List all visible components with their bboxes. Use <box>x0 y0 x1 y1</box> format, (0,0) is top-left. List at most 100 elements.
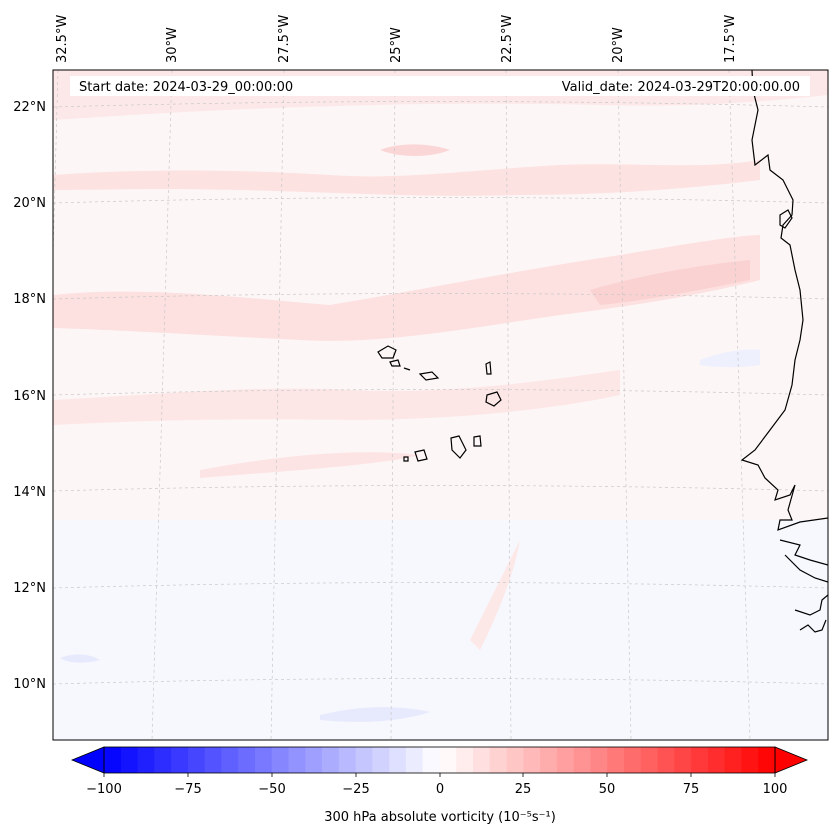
lon-label-32-5w: 32.5°W <box>55 15 70 63</box>
colorbar-segment <box>372 747 390 773</box>
negative-patch-west <box>60 654 100 663</box>
colorbar-title: 300 hPa absolute vorticity (10⁻⁵s⁻¹) <box>324 810 556 825</box>
parallel-14n <box>53 485 828 492</box>
colorbar-segment <box>439 747 457 773</box>
meridian-25w <box>390 70 396 740</box>
island-santa-luzia <box>403 367 411 371</box>
colorbar-segment <box>104 747 122 773</box>
colorbar-segment <box>322 747 340 773</box>
lon-label-17-5w: 17.5°W <box>723 15 738 63</box>
colorbar-segment <box>137 747 155 773</box>
colorbar-segment <box>456 747 474 773</box>
parallel-12n <box>53 582 828 589</box>
positive-band-18n <box>53 235 760 341</box>
map-frame <box>52 69 829 741</box>
colorbar-segment <box>288 747 306 773</box>
colorbar-segment <box>221 747 239 773</box>
positive-band-20n <box>53 160 760 196</box>
lon-label-22-5w: 22.5°W <box>500 15 515 63</box>
graticule <box>53 70 828 740</box>
colorbar-segment <box>674 747 692 773</box>
cb-label-75: 75 <box>683 782 700 797</box>
colorbar-tick-labels: −100 −75 −50 −25 0 25 50 75 100 <box>86 782 787 797</box>
colorbar-segment <box>573 747 591 773</box>
positive-streak-11n <box>470 540 520 650</box>
island-sao-vicente <box>389 359 401 367</box>
positive-core-21n <box>380 144 450 156</box>
lat-label-12n: 12°N <box>13 581 46 596</box>
meridian-27-5w <box>270 70 285 740</box>
island-sal <box>485 361 492 375</box>
colorbar-segment <box>271 747 290 773</box>
parallel-22n <box>53 101 828 108</box>
colorbar-segment <box>540 747 558 773</box>
longitude-labels: 32.5°W 30°W 27.5°W 25°W 22.5°W 20°W 17.5… <box>55 15 738 63</box>
colorbar-segment <box>590 747 608 773</box>
coastlines <box>377 70 828 633</box>
colorbar-min-extend-arrow <box>70 746 105 774</box>
negative-region-south <box>53 520 828 740</box>
colorbar-segment <box>187 747 206 773</box>
colorbar-segment <box>707 747 726 773</box>
island-sao-nicolau <box>418 371 440 381</box>
cb-label-minus75: −75 <box>174 782 201 797</box>
meridian-20w <box>617 70 632 740</box>
colorbar-segment <box>741 747 759 773</box>
lat-label-16n: 16°N <box>13 389 46 404</box>
cb-label-minus50: −50 <box>258 782 285 797</box>
colorbar-segment <box>154 747 172 773</box>
lon-label-25w: 25°W <box>389 27 404 63</box>
colorbar-segment <box>405 747 424 773</box>
coast-inlet <box>779 209 793 229</box>
negative-patch-east <box>700 349 760 368</box>
colorbar: −100 −75 −50 −25 0 25 50 75 100 300 hPa … <box>70 746 809 825</box>
lat-label-18n: 18°N <box>13 292 46 307</box>
lat-label-14n: 14°N <box>13 485 46 500</box>
island-boa-vista <box>485 391 502 407</box>
cb-label-minus25: −25 <box>342 782 369 797</box>
cb-label-minus100: −100 <box>86 782 122 797</box>
parallel-16n <box>53 389 828 396</box>
colorbar-max-extend-arrow <box>774 746 809 774</box>
african-coastline <box>740 70 828 633</box>
colorbar-segment <box>724 747 742 773</box>
colorbar-segment <box>473 747 491 773</box>
colorbar-segment <box>204 747 222 773</box>
parallel-18n <box>53 293 828 300</box>
colorbar-segment <box>338 747 357 773</box>
parallel-20n <box>53 197 828 204</box>
island-santiago <box>450 435 467 459</box>
lat-label-20n: 20°N <box>13 196 46 211</box>
lat-label-22n: 22°N <box>13 100 46 115</box>
colorbar-segment <box>238 747 256 773</box>
colorbar-segment <box>305 747 323 773</box>
colorbar-segment <box>506 747 524 773</box>
cb-label-25: 25 <box>515 782 532 797</box>
lon-label-20w: 20°W <box>611 27 626 63</box>
colorbar-segment <box>489 747 508 773</box>
colorbar-segment <box>758 747 776 773</box>
cb-label-100: 100 <box>763 782 788 797</box>
colorbar-ticks <box>103 773 776 777</box>
island-fogo <box>414 449 428 462</box>
colorbar-segment <box>254 747 273 773</box>
island-maio <box>473 435 482 447</box>
lat-label-10n: 10°N <box>13 677 46 692</box>
meridian-17-5w <box>728 70 751 740</box>
colorbar-segment <box>640 747 659 773</box>
lon-label-27-5w: 27.5°W <box>277 15 292 63</box>
positive-band-15n <box>200 452 420 478</box>
positive-band-16n <box>53 370 620 425</box>
positive-core-18n <box>590 260 750 305</box>
colorbar-segment <box>691 747 709 773</box>
colorbar-segment <box>657 747 675 773</box>
meridian-30w <box>151 70 173 740</box>
vorticity-field <box>53 70 828 740</box>
lon-label-30w: 30°W <box>165 27 180 63</box>
valid-date-label: Valid_date: 2024-03-29T20:00:00.00 <box>562 80 800 95</box>
start-date-label: Start date: 2024-03-29_00:00:00 <box>79 80 293 95</box>
colorbar-segment <box>523 747 541 773</box>
colorbar-segment <box>624 747 642 773</box>
latitude-labels: 22°N 20°N 18°N 16°N 14°N 12°N 10°N <box>13 100 46 692</box>
